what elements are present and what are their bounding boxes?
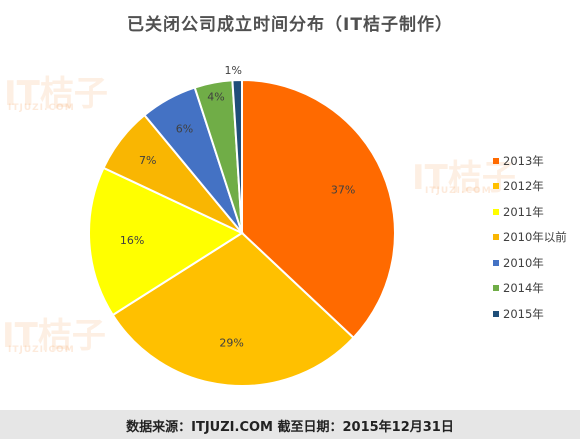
legend-item-2015年: 2015年	[493, 301, 567, 327]
legend-label: 2015年	[503, 306, 544, 321]
legend-item-2010年: 2010年	[493, 250, 567, 276]
legend-label: 2010年以前	[503, 230, 567, 245]
legend-item-2012年: 2012年	[493, 174, 567, 200]
footer-source: 数据来源：ITJUZI.COM 截至日期：2015年12月31日	[126, 420, 454, 435]
legend-swatch	[493, 234, 499, 241]
data-label-2010年: 6%	[176, 122, 193, 135]
pie-slice-2013年	[241, 78, 396, 340]
legend-item-2011年: 2011年	[493, 199, 567, 225]
chart-title: 已关闭公司成立时间分布（IT桔子制作）	[127, 15, 453, 35]
legend-item-2013年: 2013年	[493, 148, 567, 174]
legend-swatch	[493, 157, 499, 164]
data-label-2011年: 16%	[120, 234, 144, 247]
legend-swatch	[493, 259, 499, 266]
pie-slice-2011年	[88, 166, 245, 317]
data-label-2013年: 37%	[331, 183, 355, 196]
legend-label: 2013年	[503, 153, 544, 168]
legend-item-2014年: 2014年	[493, 276, 567, 302]
data-label-2015年: 1%	[224, 64, 241, 77]
data-label-2012年: 29%	[219, 337, 243, 350]
legend-label: 2012年	[503, 179, 544, 194]
legend: 2013年 2012年 2011年 2010年以前 2010年 2014年 2015年	[493, 148, 567, 327]
pie-slice-2015年	[231, 78, 243, 234]
data-label-2014年: 4%	[207, 90, 224, 103]
legend-label: 2014年	[503, 281, 544, 296]
legend-label: 2011年	[503, 204, 544, 219]
legend-item-2010年以前: 2010年以前	[493, 225, 567, 251]
legend-swatch	[493, 183, 499, 190]
watermark-domain-top-left: ITJUZI.COM	[8, 103, 75, 113]
legend-swatch	[493, 310, 499, 317]
footer-bar: 数据来源：ITJUZI.COM 截至日期：2015年12月31日	[0, 410, 580, 439]
legend-swatch	[493, 208, 499, 215]
pie-slice-2012年	[111, 231, 355, 387]
data-label-2010年以前: 7%	[139, 154, 156, 167]
watermark-domain-mid-right: ITJUZI.COM	[425, 186, 492, 196]
watermark-domain-bottom-left: ITJUZI.COM	[8, 345, 75, 355]
legend-swatch	[493, 285, 499, 292]
legend-label: 2010年	[503, 255, 544, 270]
